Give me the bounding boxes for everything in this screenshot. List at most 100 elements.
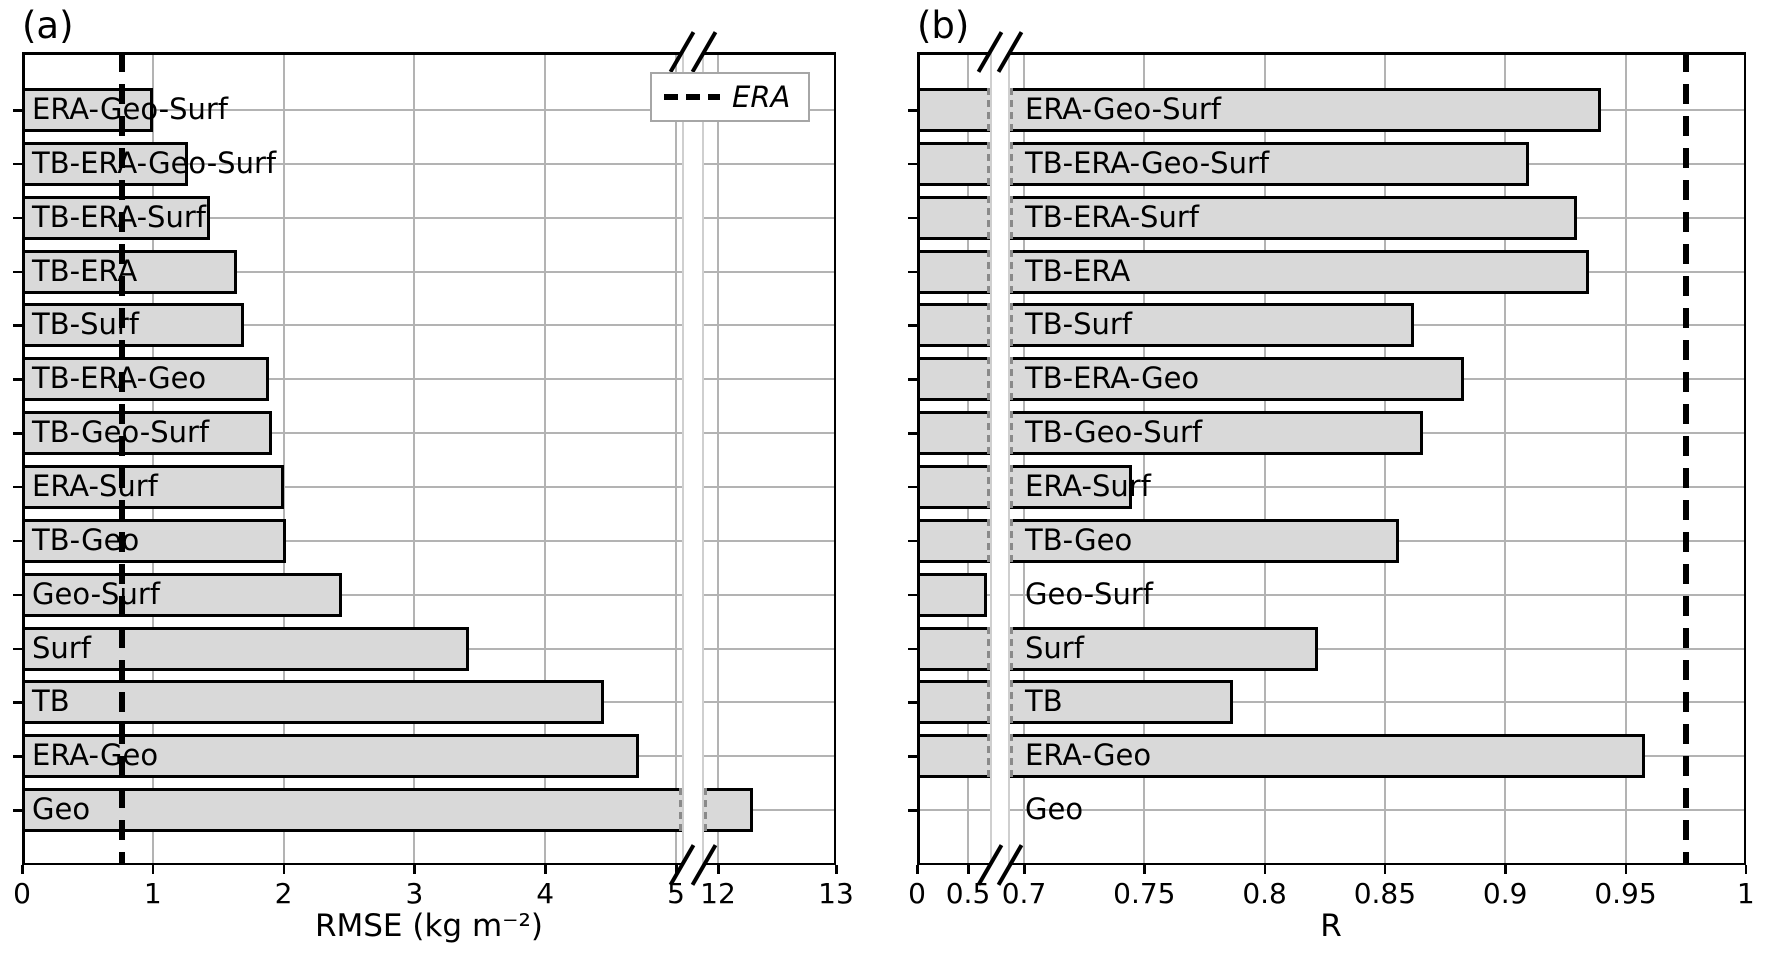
bar-right-segment xyxy=(1010,249,1590,294)
y-gridline xyxy=(704,539,836,542)
bar-left-segment xyxy=(917,734,990,779)
category-label: TB-ERA-Geo xyxy=(1025,361,1200,396)
y-tick-mark xyxy=(13,270,22,274)
x-tick-mark xyxy=(544,865,547,874)
bar-left-segment xyxy=(917,518,990,563)
x-gridline xyxy=(967,52,969,865)
panel-b-x-axis-label: R xyxy=(1320,908,1342,944)
bar-right-segment xyxy=(1010,734,1645,779)
bar-break-dashed-edge xyxy=(1010,626,1013,671)
category-label: TB-Surf xyxy=(1025,307,1132,342)
top-spine xyxy=(22,52,682,55)
x-gridline xyxy=(1023,52,1025,865)
bar-break-dashed-edge xyxy=(987,195,990,240)
x-tick-mark xyxy=(1504,865,1507,874)
bar-right-segment xyxy=(1010,680,1234,725)
x-tick-mark xyxy=(1263,865,1267,874)
y-tick-mark xyxy=(13,701,22,704)
era-reference-line xyxy=(119,52,126,865)
y-tick-mark xyxy=(908,378,917,381)
x-tick-label: 2 xyxy=(274,877,293,910)
category-label: TB xyxy=(32,684,70,719)
top-spine xyxy=(917,52,990,55)
bottom-spine xyxy=(22,862,682,865)
y-tick-mark xyxy=(908,270,917,274)
category-label: ERA-Surf xyxy=(32,468,158,503)
era-reference-line xyxy=(1682,52,1689,865)
x-tick-label: 0.75 xyxy=(1113,877,1176,910)
y-tick-mark xyxy=(13,755,22,758)
category-label: ERA-Geo-Surf xyxy=(1025,92,1222,126)
bar xyxy=(22,626,470,671)
y-gridline xyxy=(22,162,682,165)
panel-a-title: (a) xyxy=(22,4,74,47)
bar-right-segment xyxy=(1010,357,1465,402)
x-tick-mark xyxy=(835,865,838,874)
y-gridline xyxy=(704,432,836,435)
y-gridline xyxy=(22,270,682,273)
x-tick-label: 12 xyxy=(700,877,736,910)
axis-break-guide xyxy=(990,52,992,865)
category-label: Geo xyxy=(1025,792,1084,827)
right-spine xyxy=(833,52,836,865)
bar-left-segment xyxy=(917,249,990,294)
bar-break-dashed-edge xyxy=(987,626,990,671)
y-gridline xyxy=(1010,647,1746,650)
bar-break-dashed-edge xyxy=(679,788,682,833)
bar-right-segment xyxy=(1010,141,1530,186)
bar xyxy=(22,195,211,240)
category-label: ERA-Geo xyxy=(1025,738,1152,773)
y-tick-mark xyxy=(13,162,22,166)
bar-break-dashed-edge xyxy=(1010,141,1013,186)
x-tick-label: 3 xyxy=(405,877,424,910)
x-tick-mark xyxy=(1023,865,1026,874)
bar-break-dashed-edge xyxy=(1010,249,1013,294)
y-gridline xyxy=(22,539,682,542)
bar-right-segment xyxy=(704,788,754,833)
bar-break-dashed-edge xyxy=(987,249,990,294)
y-gridline xyxy=(22,324,682,327)
y-tick-mark xyxy=(13,485,22,489)
y-tick-mark xyxy=(13,109,22,112)
bottom-spine xyxy=(917,862,990,865)
bar-break-dashed-edge xyxy=(1010,518,1013,563)
y-gridline xyxy=(1010,593,1746,596)
x-gridline xyxy=(413,52,416,865)
x-tick-label: 0 xyxy=(13,877,31,910)
y-tick-mark xyxy=(13,216,22,220)
category-label: TB-ERA-Surf xyxy=(1025,199,1199,234)
bar-right-segment xyxy=(1010,303,1414,348)
bar-left-segment xyxy=(917,464,990,509)
x-tick-label: 4 xyxy=(536,877,555,910)
x-gridline xyxy=(151,52,154,865)
x-tick-mark xyxy=(1624,865,1627,874)
x-tick-label: 0.7 xyxy=(1001,877,1047,910)
x-tick-mark xyxy=(967,865,970,874)
x-tick-label: 0 xyxy=(908,877,926,910)
x-tick-mark xyxy=(1744,865,1748,874)
y-gridline xyxy=(22,378,682,381)
y-tick-mark xyxy=(908,109,917,112)
category-label: ERA-Surf xyxy=(1025,468,1151,503)
x-gridline xyxy=(1624,52,1627,865)
category-label: TB-Geo xyxy=(1025,522,1133,557)
y-gridline xyxy=(704,809,836,812)
bar-break-dashed-edge xyxy=(987,303,990,348)
bar-left-segment xyxy=(22,788,682,833)
x-tick-mark xyxy=(413,865,416,874)
y-tick-mark xyxy=(13,539,22,543)
x-tick-label: 1 xyxy=(1736,877,1755,910)
bar-break-dashed-edge xyxy=(987,141,990,186)
x-tick-label: 1 xyxy=(143,877,162,910)
bar-right-segment xyxy=(1010,626,1318,671)
bar-break-dashed-edge xyxy=(1010,734,1013,779)
axis-break-guide xyxy=(702,52,704,865)
bar xyxy=(22,249,237,294)
x-tick-label: 0.85 xyxy=(1353,877,1417,910)
x-tick-mark xyxy=(1143,865,1146,874)
y-gridline xyxy=(1010,701,1746,704)
x-tick-mark xyxy=(1383,865,1387,874)
bar xyxy=(22,572,343,617)
category-label: TB-ERA-Geo-Surf xyxy=(32,145,277,180)
y-gridline xyxy=(22,593,682,596)
